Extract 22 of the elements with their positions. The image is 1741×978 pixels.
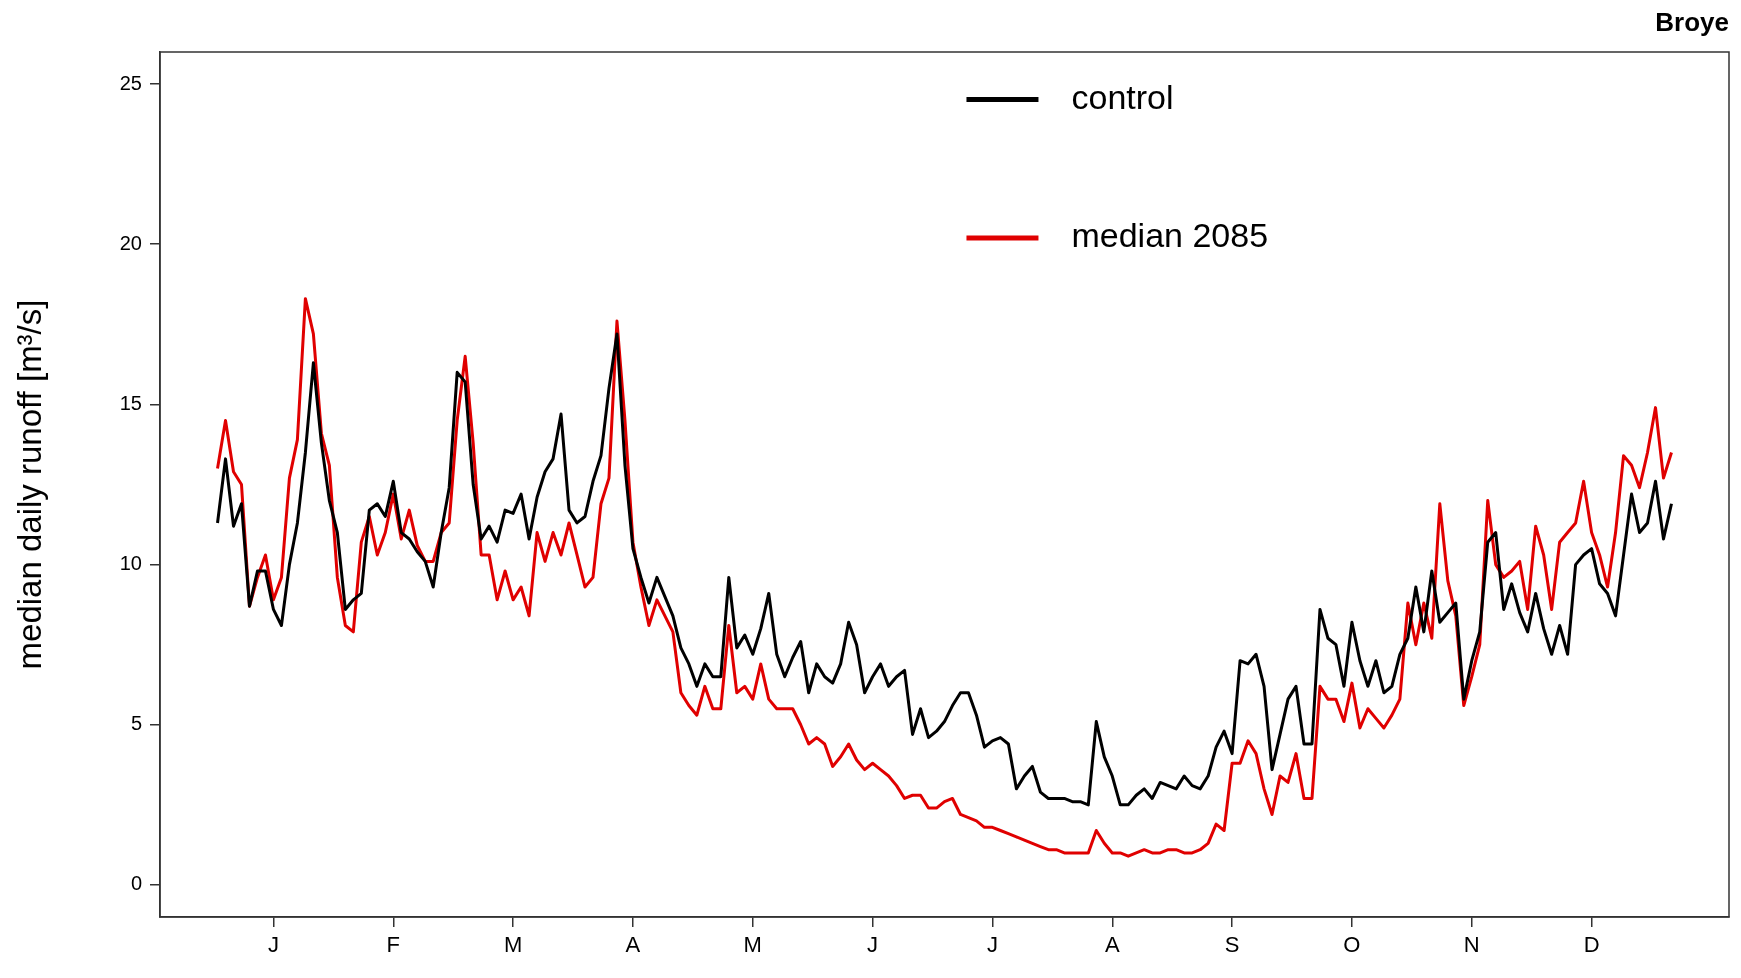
legend-label: control [1071, 77, 1174, 116]
x-tick-label: M [503, 932, 523, 958]
x-tick-label: A [1104, 932, 1120, 958]
x-tick-label: N [1463, 932, 1480, 958]
y-tick-label: 15 [119, 391, 142, 414]
y-tick-label: 10 [119, 552, 142, 575]
y-tick-label: 0 [130, 872, 142, 895]
chart-title: Broye [1655, 7, 1729, 38]
x-tick-label: J [267, 932, 279, 958]
x-tick-label: M [743, 932, 762, 958]
x-tick-label: D [1583, 932, 1600, 958]
legend-label: median 2085 [1071, 216, 1269, 255]
y-tick-label: 25 [119, 71, 142, 94]
x-tick-label: F [386, 932, 400, 958]
y-tick-label: 20 [119, 231, 142, 254]
x-tick-label: J [986, 932, 998, 958]
x-tick-label: J [867, 932, 879, 958]
y-tick-label: 5 [130, 712, 142, 735]
y-axis-title: median daily runoff [m³/s] [10, 299, 48, 670]
x-tick-label: A [625, 932, 641, 958]
x-tick-label: S [1224, 932, 1240, 958]
x-tick-label: O [1343, 932, 1361, 958]
